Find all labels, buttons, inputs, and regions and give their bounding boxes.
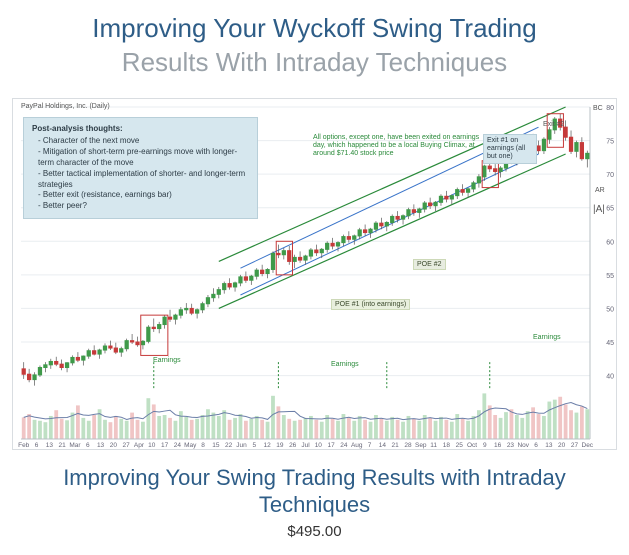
svg-text:70: 70 [606, 172, 614, 179]
svg-text:55: 55 [606, 272, 614, 279]
svg-text:22: 22 [225, 442, 233, 449]
svg-text:Aug: Aug [351, 442, 363, 449]
svg-text:60: 60 [606, 239, 614, 246]
svg-text:18: 18 [443, 442, 451, 449]
svg-text:27: 27 [123, 442, 131, 449]
analysis-item: Better exit (resistance, earnings bar) [38, 190, 249, 201]
page-header: Improving Your Wyckoff Swing Trading Res… [0, 0, 629, 90]
poe1-label: POE #1 (into earnings) [331, 299, 410, 310]
svg-text:May: May [184, 442, 197, 449]
svg-text:Oct: Oct [467, 442, 477, 449]
ticker-label: PayPal Holdings, Inc. (Daily) [21, 103, 110, 110]
svg-text:21: 21 [59, 442, 67, 449]
svg-text:Sep: Sep [415, 442, 427, 449]
ar-label: AR [595, 187, 605, 194]
exit-note-box: Exit #1 on earnings (all but one) [483, 134, 537, 164]
earnings-label-2: Earnings [331, 361, 359, 368]
svg-text:65: 65 [606, 205, 614, 212]
svg-text:8: 8 [201, 442, 205, 449]
svg-text:17: 17 [328, 442, 336, 449]
bc-label: BC [593, 105, 603, 112]
svg-text:75: 75 [606, 138, 614, 145]
svg-text:13: 13 [545, 442, 553, 449]
analysis-item: Better tactical implementation of shorte… [38, 169, 249, 191]
analysis-item: Better peer? [38, 201, 249, 212]
title-line-2: Results With Intraday Techniques [10, 46, 619, 80]
svg-text:10: 10 [148, 442, 156, 449]
svg-text:15: 15 [212, 442, 220, 449]
svg-text:23: 23 [507, 442, 515, 449]
svg-text:80: 80 [606, 105, 614, 112]
green-annotation: All options, except one, have been exite… [313, 134, 493, 159]
analysis-box: Post-analysis thoughts: Character of the… [23, 117, 258, 219]
svg-text:21: 21 [392, 442, 400, 449]
svg-text:13: 13 [46, 442, 54, 449]
svg-text:Nov: Nov [517, 442, 529, 449]
svg-text:Apr: Apr [134, 442, 145, 449]
title-line-1: Improving Your Wyckoff Swing Trading [10, 12, 619, 46]
svg-text:28: 28 [404, 442, 412, 449]
svg-text:6: 6 [86, 442, 90, 449]
analysis-item: Mitigation of short-term pre-earnings mo… [38, 147, 249, 169]
bar-a-label: |A| [593, 204, 605, 215]
svg-text:24: 24 [340, 442, 348, 449]
svg-text:16: 16 [494, 442, 502, 449]
svg-text:12: 12 [263, 442, 271, 449]
product-page: Improving Your Wyckoff Swing Trading Res… [0, 0, 629, 550]
svg-text:Jul: Jul [301, 442, 310, 449]
svg-text:11: 11 [430, 442, 437, 449]
svg-text:20: 20 [110, 442, 118, 449]
earnings-label-1: Earnings [153, 357, 181, 364]
analysis-heading: Post-analysis thoughts: [32, 124, 249, 135]
svg-text:Mar: Mar [69, 442, 81, 449]
poe2-label: POE #2 [413, 259, 446, 270]
svg-text:Feb: Feb [18, 442, 30, 449]
analysis-item: Character of the next move [38, 136, 249, 147]
svg-text:20: 20 [558, 442, 566, 449]
svg-text:10: 10 [315, 442, 323, 449]
svg-text:25: 25 [456, 442, 464, 449]
product-title[interactable]: Improving Your Swing Trading Results wit… [0, 450, 629, 523]
svg-text:45: 45 [606, 340, 614, 347]
svg-text:14: 14 [379, 442, 387, 449]
svg-text:26: 26 [289, 442, 297, 449]
analysis-list: Character of the next moveMitigation of … [32, 136, 249, 212]
svg-text:9: 9 [483, 442, 487, 449]
svg-text:6: 6 [534, 442, 538, 449]
earnings-label-3: Earnings [533, 334, 561, 341]
svg-text:6: 6 [35, 442, 39, 449]
svg-text:Dec: Dec [582, 442, 594, 449]
svg-text:Jun: Jun [236, 442, 247, 449]
svg-text:40: 40 [606, 373, 614, 380]
svg-text:50: 50 [606, 306, 614, 313]
product-chart-image[interactable]: 404550556065707580Feb61321Mar6132027Apr1… [12, 98, 617, 450]
svg-text:24: 24 [174, 442, 182, 449]
svg-text:5: 5 [252, 442, 256, 449]
product-price: $495.00 [0, 523, 629, 550]
exit2-label: Exit #2 [543, 121, 564, 128]
svg-text:19: 19 [276, 442, 284, 449]
svg-text:7: 7 [368, 442, 372, 449]
svg-text:27: 27 [571, 442, 579, 449]
svg-text:17: 17 [161, 442, 169, 449]
svg-text:13: 13 [97, 442, 105, 449]
